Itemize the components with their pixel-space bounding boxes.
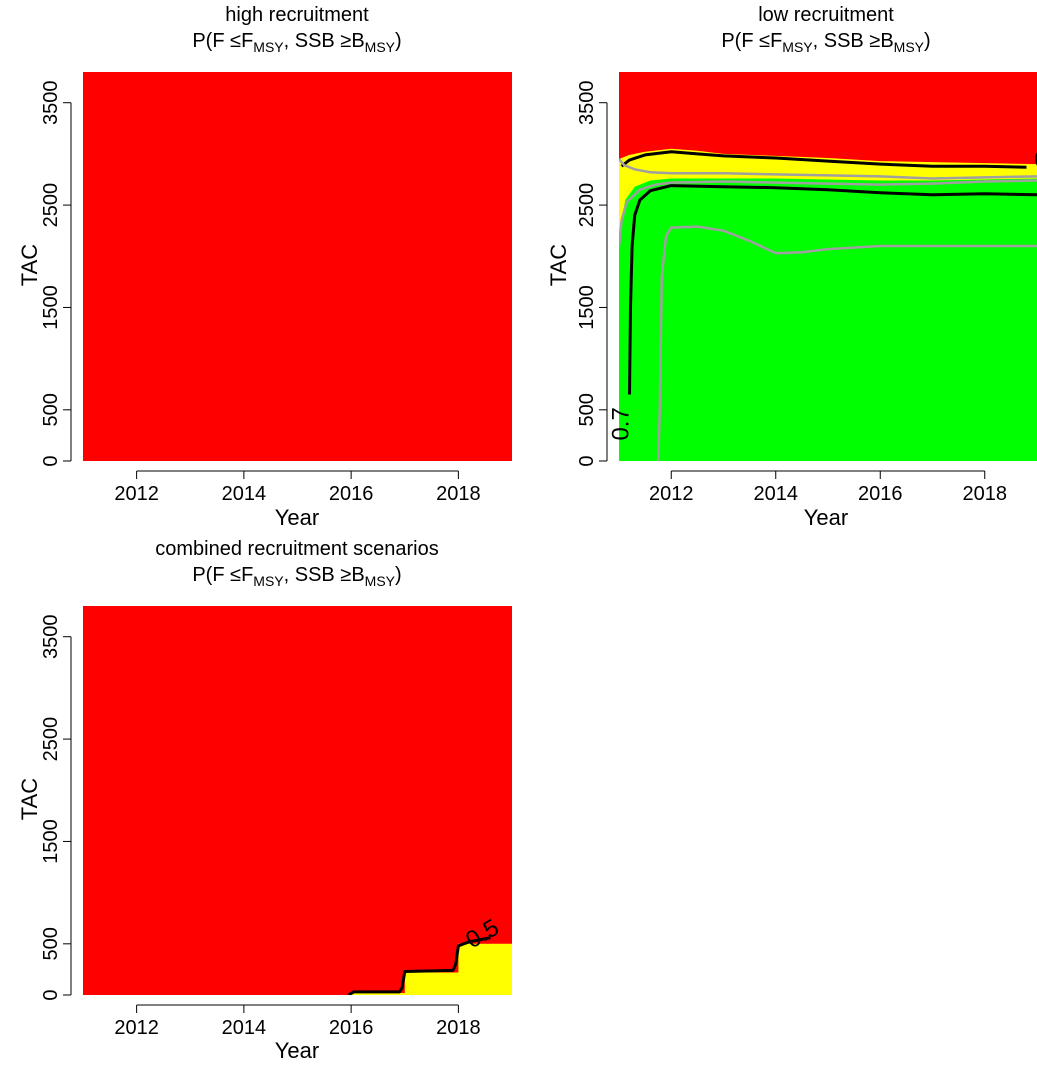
subtitle-part: F xyxy=(241,564,253,586)
subtitle-part: F xyxy=(770,30,782,52)
subtitle-part: B xyxy=(880,30,893,52)
subtitle-part: B xyxy=(351,30,364,52)
x-tick-label: 2014 xyxy=(222,1017,267,1039)
panel-high-recruitment: high recruitment P(F ≤FMSY, SSB ≥BMSY) Y… xyxy=(0,0,518,533)
subtitle-part: F xyxy=(241,30,253,52)
axes: 2012 2014 2016 2018 0 500 1500 2500 3500 xyxy=(576,80,1007,505)
contour-label: 0.5 xyxy=(1034,147,1037,174)
heatmap-region xyxy=(351,915,512,995)
y-axis-label: TAC xyxy=(546,244,571,286)
y-tick-label: 0 xyxy=(40,455,62,466)
x-tick-label: 2012 xyxy=(114,1017,159,1039)
subtitle-part: ≤ xyxy=(759,30,770,52)
chart-title: high recruitment xyxy=(225,4,369,26)
x-tick-label: 2016 xyxy=(329,1017,374,1039)
chart-title: low recruitment xyxy=(758,4,894,26)
subtitle-part: , SSB xyxy=(813,30,870,52)
subtitle-part: MSY xyxy=(253,573,284,589)
y-tick-label: 1500 xyxy=(40,819,62,864)
y-tick-label: 1500 xyxy=(576,285,598,330)
subtitle-part: ) xyxy=(924,30,931,52)
panel-low-recruitment: low recruitment P(F ≤FMSY, SSB ≥BMSY) Ye… xyxy=(519,0,1037,533)
subtitle-part: P(F xyxy=(192,564,230,586)
contour-line xyxy=(347,936,491,995)
y-tick-label: 500 xyxy=(40,927,62,960)
y-tick-label: 500 xyxy=(40,393,62,426)
y-tick-label: 2500 xyxy=(576,183,598,228)
subtitle-part: MSY xyxy=(365,39,396,55)
contour-label: 0.7 xyxy=(607,407,634,440)
y-tick-label: 0 xyxy=(576,455,598,466)
subtitle-part: , SSB xyxy=(284,30,341,52)
contour-line xyxy=(656,225,1037,461)
y-tick-label: 3500 xyxy=(40,80,62,125)
plot-area xyxy=(619,72,1037,461)
chart-low-recruitment: low recruitment P(F ≤FMSY, SSB ≥BMSY) Ye… xyxy=(546,4,1037,530)
subtitle-part: ≥ xyxy=(340,564,351,586)
subtitle-part: P(F xyxy=(721,30,759,52)
subtitle-part: MSY xyxy=(782,39,813,55)
subtitle-part: ≤ xyxy=(230,564,241,586)
x-tick-label: 2012 xyxy=(114,483,159,505)
x-tick-label: 2016 xyxy=(329,483,374,505)
subtitle-part: ) xyxy=(395,30,402,52)
plot-area xyxy=(83,606,512,995)
subtitle-part: MSY xyxy=(365,573,396,589)
subtitle-part: ≤ xyxy=(230,30,241,52)
x-axis-label: Year xyxy=(275,1038,319,1063)
y-tick-label: 500 xyxy=(576,393,598,426)
subtitle-part: ≥ xyxy=(340,30,351,52)
plot-area xyxy=(83,72,512,461)
subtitle-part: B xyxy=(351,564,364,586)
x-tick-label: 2018 xyxy=(963,483,1008,505)
x-axis-label: Year xyxy=(804,505,848,530)
panel-combined-recruitment: combined recruitment scenarios P(F ≤FMSY… xyxy=(0,534,518,1066)
y-tick-label: 3500 xyxy=(576,80,598,125)
contour-line xyxy=(619,179,1037,247)
x-tick-label: 2014 xyxy=(222,483,267,505)
subtitle-part: MSY xyxy=(253,39,284,55)
chart-high-recruitment: high recruitment P(F ≤FMSY, SSB ≥BMSY) Y… xyxy=(17,4,512,530)
x-tick-label: 2012 xyxy=(649,483,694,505)
y-tick-label: 0 xyxy=(40,989,62,1000)
subtitle-part: P(F xyxy=(192,30,230,52)
y-tick-label: 1500 xyxy=(40,285,62,330)
contour-line xyxy=(619,158,1037,180)
chart-title: combined recruitment scenarios xyxy=(155,538,438,560)
axes: 2012 2014 2016 2018 0 500 1500 2500 3500 xyxy=(40,80,481,505)
y-tick-label: 2500 xyxy=(40,183,62,228)
x-tick-label: 2016 xyxy=(858,483,903,505)
subtitle-part: , SSB xyxy=(284,564,341,586)
heatmap-background xyxy=(83,606,512,995)
heatmap-background xyxy=(83,72,512,461)
x-tick-label: 2018 xyxy=(436,483,481,505)
subtitle-part: ≥ xyxy=(869,30,880,52)
x-tick-label: 2018 xyxy=(436,1017,481,1039)
y-axis-label: TAC xyxy=(17,244,42,286)
heatmap-region xyxy=(619,178,1037,461)
x-tick-label: 2014 xyxy=(754,483,799,505)
contour-line xyxy=(628,184,1037,395)
x-axis-label: Year xyxy=(275,505,319,530)
axes: 2012 2014 2016 2018 0 500 1500 2500 3500 xyxy=(40,614,481,1039)
contour-line xyxy=(620,150,1027,169)
chart-subtitle: P(F ≤FMSY, SSB ≥BMSY) xyxy=(192,564,401,589)
y-tick-label: 3500 xyxy=(40,614,62,659)
chart-subtitle: P(F ≤FMSY, SSB ≥BMSY) xyxy=(721,30,930,55)
y-axis-label: TAC xyxy=(17,778,42,820)
subtitle-part: MSY xyxy=(894,39,925,55)
y-tick-label: 2500 xyxy=(40,717,62,762)
subtitle-part: ) xyxy=(395,564,402,586)
chart-combined-recruitment: combined recruitment scenarios P(F ≤FMSY… xyxy=(17,538,512,1063)
chart-subtitle: P(F ≤FMSY, SSB ≥BMSY) xyxy=(192,30,401,55)
